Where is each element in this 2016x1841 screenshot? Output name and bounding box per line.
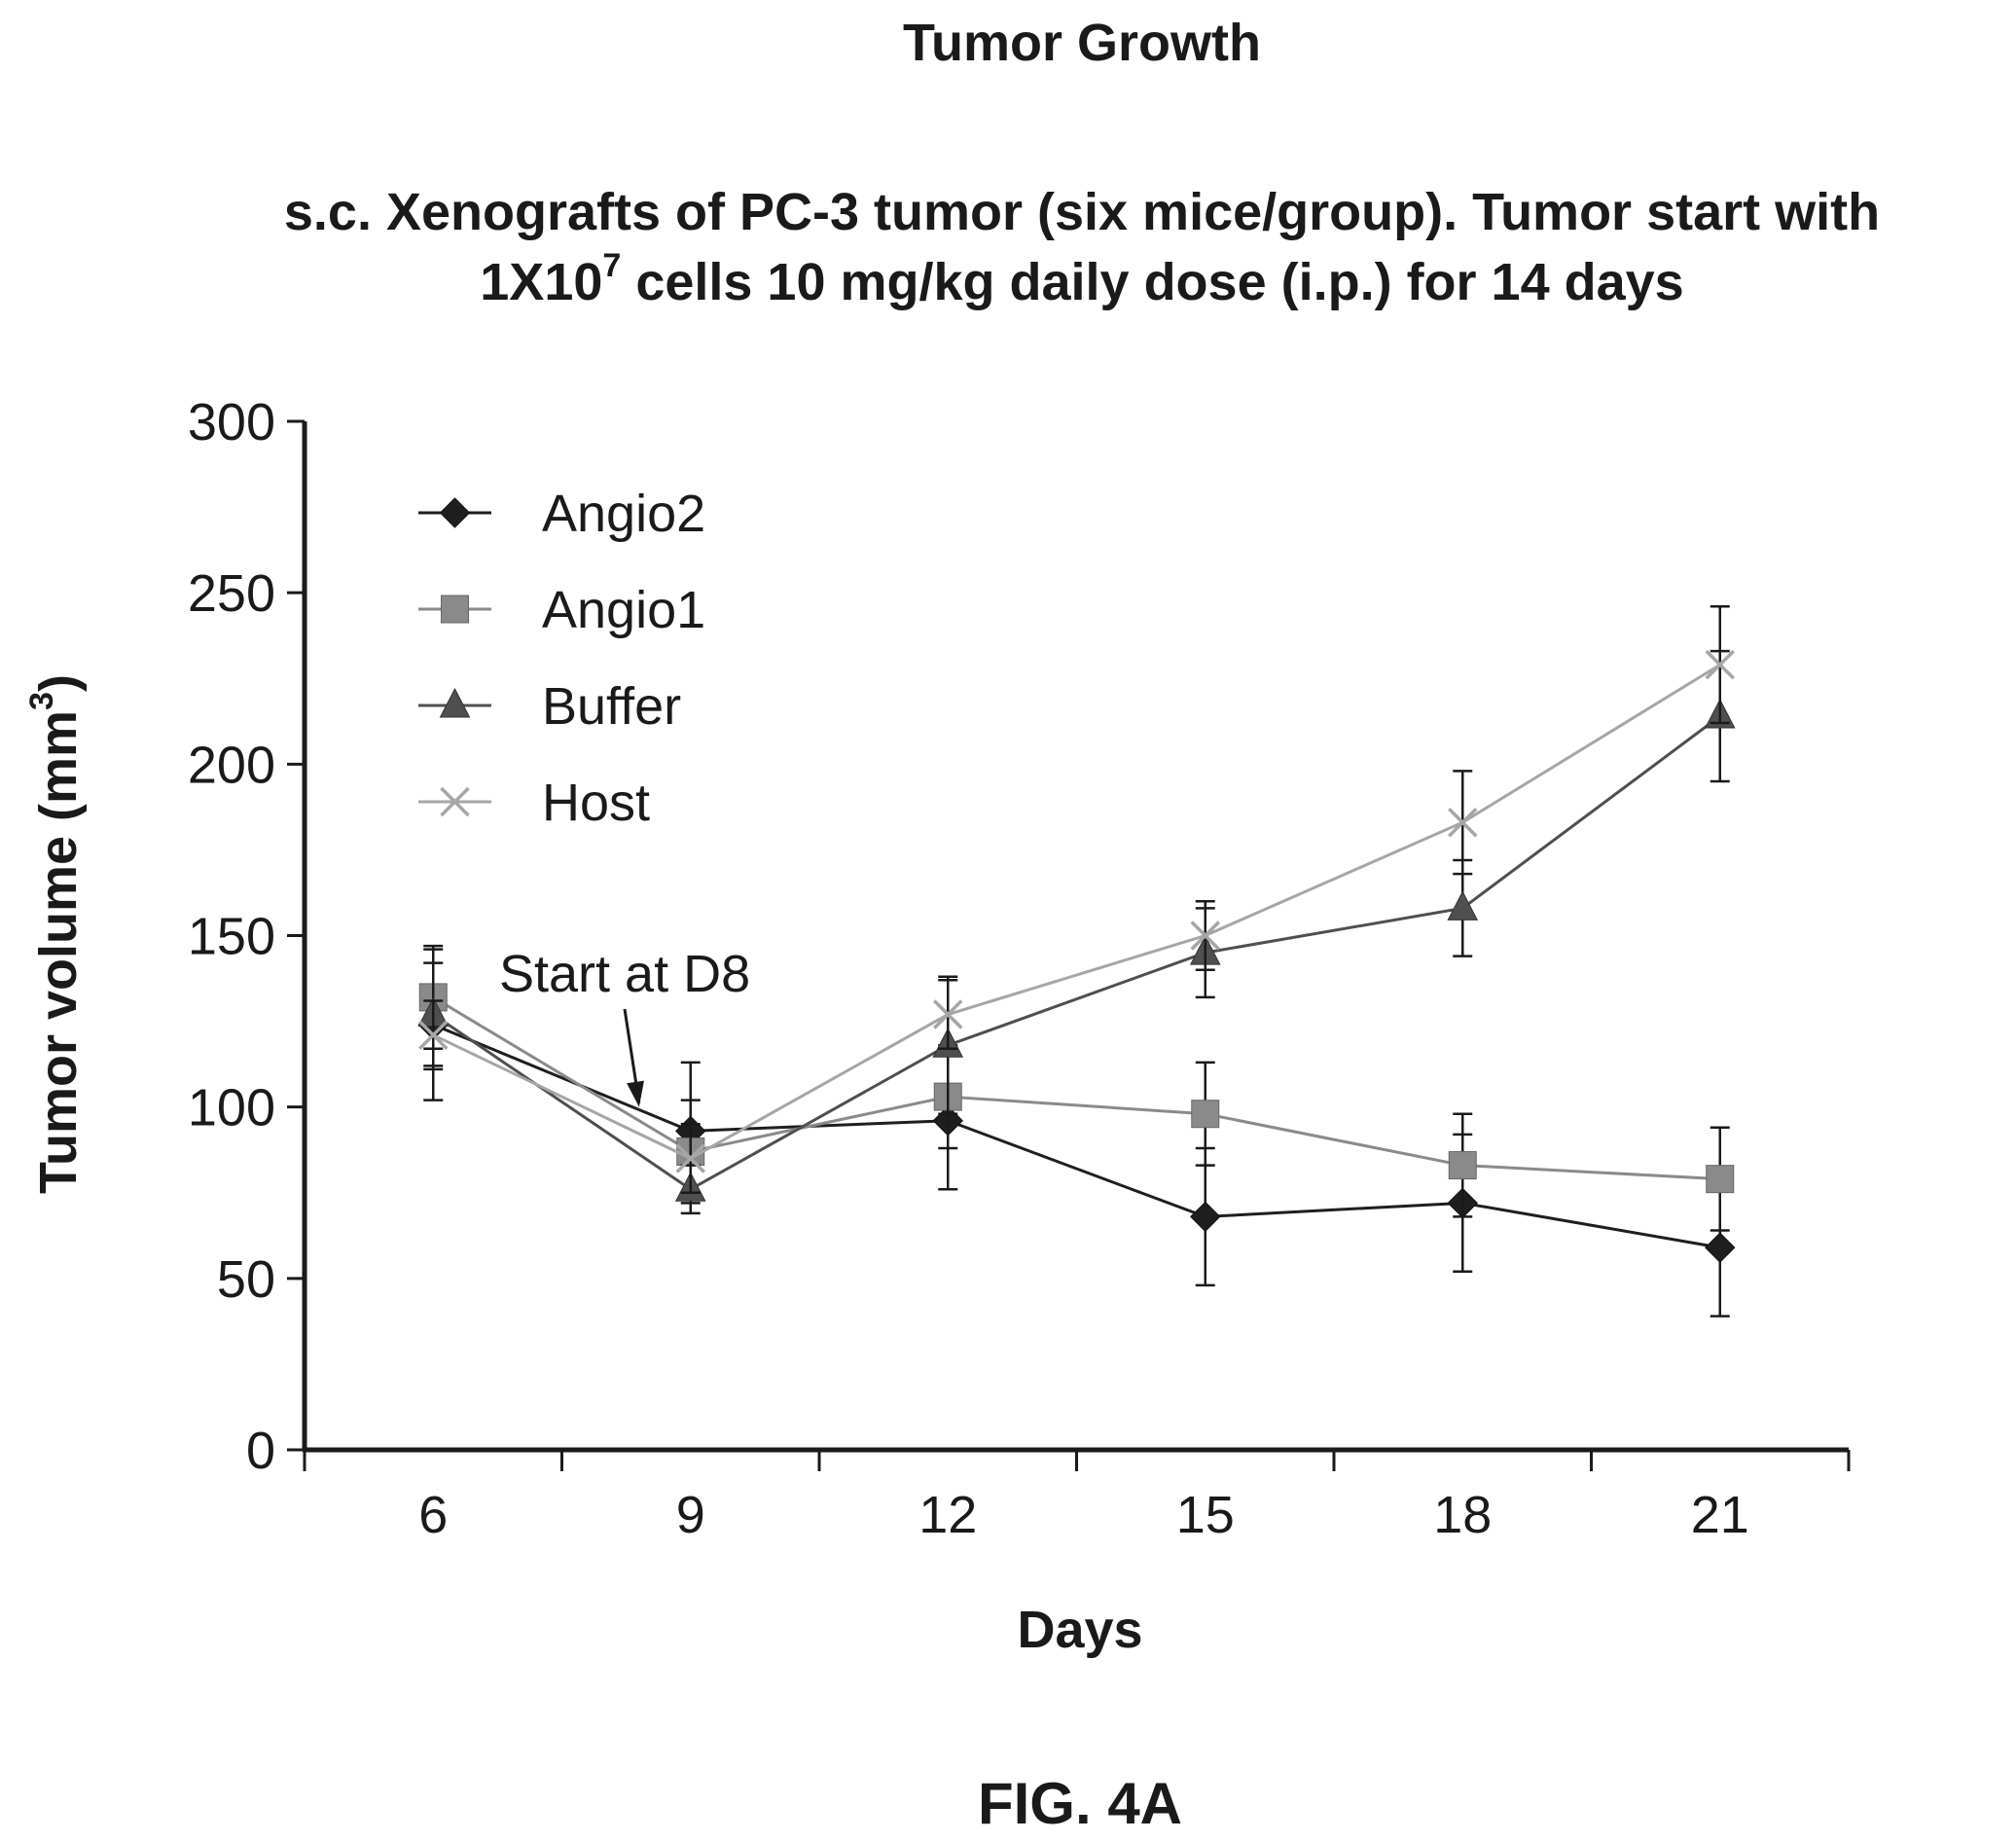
series-angio2 — [417, 948, 1736, 1318]
subtitle-line2-prefix: 1X10 — [480, 253, 602, 311]
y-tick-label: 200 — [188, 736, 275, 794]
series-line — [432, 995, 1720, 1181]
legend-item-host: Host — [418, 774, 650, 832]
y-tick-label: 0 — [246, 1422, 275, 1480]
data-point — [418, 1020, 449, 1050]
series-layer — [417, 605, 1736, 1318]
y-tick-label: 50 — [217, 1250, 275, 1309]
y-tick-label: 100 — [188, 1079, 275, 1137]
legend-marker — [439, 497, 471, 528]
annotation-arrow-head — [627, 1080, 644, 1107]
data-point — [933, 999, 963, 1029]
data-point — [1448, 807, 1478, 838]
y-tick-label: 300 — [188, 393, 275, 451]
data-point — [1191, 1100, 1220, 1129]
x-tick-label: 12 — [918, 1486, 977, 1544]
y-axis-label-prefix: Tumor volume (mm — [29, 710, 88, 1194]
legend-label: Angio1 — [542, 581, 705, 639]
x-tick-label: 6 — [418, 1486, 448, 1544]
data-point — [1448, 1151, 1477, 1180]
series-host — [418, 605, 1735, 1194]
legend-label: Angio2 — [542, 485, 705, 543]
legend-item-angio1: Angio1 — [418, 581, 705, 639]
data-point — [1190, 1201, 1221, 1233]
y-axis-label-suffix: ) — [29, 674, 88, 692]
x-tick-label: 21 — [1691, 1486, 1749, 1544]
chart-title: Tumor Growth — [903, 14, 1261, 72]
legend-marker — [439, 687, 471, 718]
annotation: Start at D8 — [499, 945, 750, 1107]
subtitle-line2-suffix: cells 10 mg/kg daily dose (i.p.) for 14 … — [621, 253, 1683, 311]
legend-item-buffer: Buffer — [418, 677, 681, 736]
series-line — [432, 663, 1721, 1161]
series-line — [432, 1023, 1721, 1249]
legend-marker — [441, 595, 469, 624]
series-line — [432, 714, 1721, 1191]
legend-marker — [440, 786, 470, 817]
data-point — [1447, 890, 1479, 920]
y-tick-label: 150 — [188, 908, 275, 966]
legend-label: Buffer — [542, 677, 681, 736]
chart-subtitle-line2: 1X107 cells 10 mg/kg daily dose (i.p.) f… — [480, 247, 1683, 311]
chart-subtitle-line1: s.c. Xenografts of PC-3 tumor (six mice/… — [284, 183, 1880, 241]
y-tick-label: 250 — [188, 564, 275, 623]
y-axis-label: Tumor volume (mm3) — [23, 674, 88, 1194]
data-point — [1705, 1232, 1736, 1263]
data-point — [1706, 1165, 1735, 1194]
x-tick-label: 18 — [1433, 1486, 1492, 1544]
annotation-text: Start at D8 — [499, 945, 750, 1003]
legend-item-angio2: Angio2 — [418, 485, 705, 543]
x-axis-label: Days — [1017, 1601, 1142, 1659]
y-axis-label-sup: 3 — [23, 692, 60, 710]
data-point — [675, 1143, 705, 1173]
legend-label: Host — [542, 774, 650, 832]
data-point — [1190, 920, 1220, 951]
series-angio1 — [418, 944, 1735, 1232]
x-tick-label: 9 — [676, 1486, 705, 1544]
subtitle-line2-sup: 7 — [602, 247, 621, 284]
figure-label: FIG. 4A — [978, 1771, 1182, 1836]
axes: 0 50 100 150 200 250 300 6 9 12 15 18 21 — [188, 393, 1851, 1544]
x-tick-label: 15 — [1176, 1486, 1235, 1544]
data-point — [1705, 649, 1735, 680]
legend: Angio2 Angio1 Buffer Host — [418, 485, 705, 832]
